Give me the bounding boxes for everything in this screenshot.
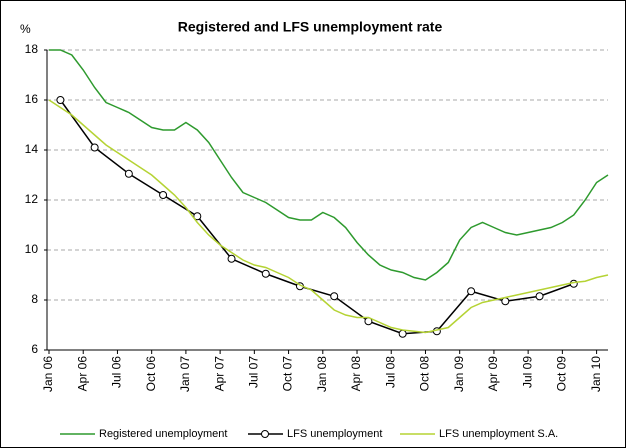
x-tick-label: Oct 09 [555, 356, 569, 392]
x-tick-label: Jul 09 [520, 356, 534, 388]
point-marker [124, 169, 133, 178]
y-tick-label: 6 [31, 342, 38, 356]
point-marker [227, 254, 236, 263]
y-tick-label: 10 [25, 242, 39, 256]
x-tick-label: Apr 08 [349, 356, 363, 392]
x-tick-label: Oct 06 [144, 356, 158, 392]
y-tick-label: 8 [31, 292, 38, 306]
y-tick-label: 14 [25, 142, 39, 156]
x-tick-label: Apr 09 [486, 356, 500, 392]
point-marker [398, 329, 407, 338]
legend-marker [261, 430, 269, 438]
y-tick-label: 12 [25, 192, 39, 206]
y-tick-label: 16 [25, 92, 39, 106]
series-line [59, 99, 575, 335]
legend-label: LFS unemployment [287, 428, 382, 440]
legend-label: Registered unemployment [99, 428, 227, 440]
x-tick-label: Jan 07 [178, 356, 192, 392]
x-tick-label: Jan 09 [452, 356, 466, 392]
point-marker [330, 292, 339, 301]
legend-label: LFS unemployment S.A. [439, 428, 558, 440]
y-axis-label: % [20, 22, 31, 36]
point-marker [56, 96, 65, 104]
chart-title: Registered and LFS unemployment rate [178, 19, 443, 35]
point-marker [261, 269, 270, 278]
x-tick-label: Oct 08 [418, 356, 432, 392]
y-tick-label: 18 [25, 42, 39, 56]
point-marker [90, 143, 99, 152]
x-tick-label: Jul 07 [247, 356, 261, 388]
x-tick-label: Jul 06 [110, 356, 124, 388]
point-marker [535, 292, 544, 301]
point-marker [467, 287, 476, 296]
point-marker [159, 191, 168, 199]
x-tick-label: Jul 08 [383, 356, 397, 388]
series-line [48, 99, 609, 334]
series-line [49, 49, 609, 281]
x-tick-label: Apr 06 [75, 356, 89, 392]
point-marker [193, 212, 202, 221]
x-tick-label: Apr 07 [212, 356, 226, 392]
x-tick-label: Jan 08 [315, 356, 329, 392]
x-tick-label: Jan 06 [41, 356, 55, 392]
x-tick-label: Oct 07 [281, 356, 295, 392]
x-tick-label: Jan 10 [589, 356, 603, 392]
